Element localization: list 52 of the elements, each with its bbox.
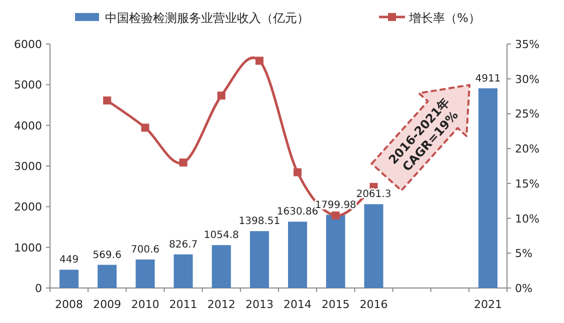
- data-label: 1398.51: [238, 216, 280, 228]
- x-tick-label: 2011: [169, 298, 198, 311]
- y2-tick-label: 35%: [515, 38, 540, 51]
- y2-tick-label: 30%: [515, 72, 540, 86]
- point: [217, 92, 226, 100]
- x-tick-label: 2012: [207, 298, 236, 311]
- y2-tick-label: 20%: [515, 142, 540, 156]
- point: [255, 56, 264, 65]
- y-tick-label: 0: [35, 282, 42, 295]
- bar: [326, 214, 346, 288]
- bar: [136, 260, 155, 288]
- data-label: 826.7: [168, 239, 198, 250]
- bar: [250, 231, 269, 288]
- x-tick-label: 2016: [360, 298, 388, 311]
- data-label: 1054.8: [204, 230, 239, 242]
- data-label: 700.6: [130, 244, 160, 256]
- y-tick-label: 4000: [14, 119, 42, 132]
- y2-tick-label: 10%: [515, 212, 540, 226]
- y2-tick-label: 5%: [515, 247, 532, 260]
- bar: [98, 264, 117, 288]
- data-label: 569.6: [92, 250, 122, 261]
- y-tick-label: 2000: [14, 200, 42, 214]
- point: [294, 168, 302, 176]
- data-label: 449: [59, 254, 79, 266]
- data-label: 1630.86: [276, 206, 318, 218]
- point: [141, 124, 150, 132]
- x-tick-label: 2008: [55, 298, 84, 311]
- bar: [288, 222, 308, 288]
- y-tick-label: 3000: [14, 160, 42, 173]
- y-tick-label: 5000: [14, 78, 42, 92]
- x-tick-label: 2015: [322, 298, 350, 311]
- y2-tick-label: 15%: [515, 177, 540, 190]
- legend-label: 中国检验检测服务业营业收入（亿元）: [105, 11, 309, 25]
- x-tick-label: 2021: [474, 298, 502, 311]
- point: [179, 158, 188, 167]
- y-tick-label: 1000: [14, 241, 42, 254]
- x-tick-label: 2013: [245, 298, 274, 311]
- x-tick-label: 2010: [131, 298, 160, 311]
- bar: [478, 88, 498, 288]
- legend-label: 增长率（%）: [408, 11, 480, 25]
- bar: [60, 270, 79, 288]
- y2-tick-label: 25%: [515, 108, 540, 121]
- y2-tick-label: 0%: [515, 282, 532, 295]
- data-label: 4911: [475, 73, 501, 84]
- bar: [212, 245, 231, 288]
- point: [332, 211, 340, 220]
- y-tick-label: 6000: [14, 38, 42, 51]
- x-tick-label: 2014: [284, 298, 312, 311]
- x-tick-label: 2009: [93, 298, 122, 311]
- point: [103, 96, 112, 104]
- bar: [174, 254, 193, 288]
- bar: [364, 204, 384, 288]
